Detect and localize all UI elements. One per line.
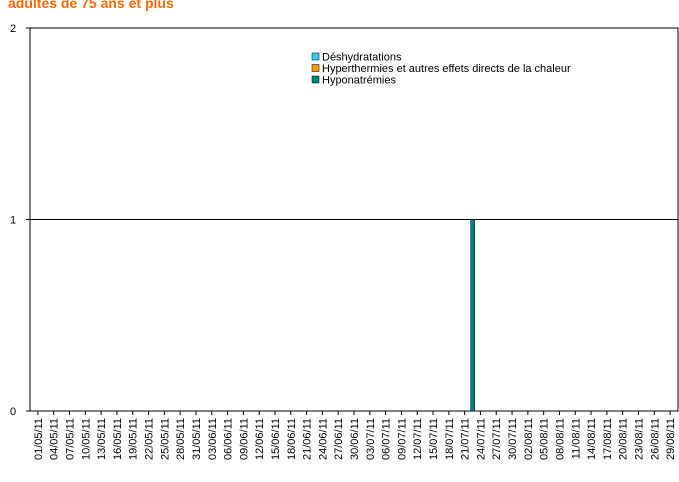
x-tick-label: 09/07/11	[396, 418, 408, 460]
x-tick-label: 19/05/11	[128, 418, 140, 460]
x-tick-label: 16/05/11	[112, 418, 124, 460]
x-tick-label: 18/07/11	[444, 418, 456, 460]
legend-box	[308, 47, 615, 96]
legend-label: Déshydratations	[322, 52, 402, 64]
x-tick-label: 03/06/11	[207, 418, 219, 460]
x-tick-label: 27/07/11	[491, 418, 503, 460]
x-tick-label: 27/06/11	[333, 418, 345, 460]
chart-title: adultes de 75 ans et plus	[8, 0, 174, 11]
x-tick-label: 17/08/11	[602, 418, 614, 460]
x-tick-label: 28/05/11	[175, 418, 187, 460]
x-tick-label: 23/08/11	[633, 418, 645, 460]
y-tick-label: 1	[10, 215, 16, 227]
x-tick-label: 06/07/11	[381, 418, 393, 460]
x-tick-label: 12/06/11	[254, 418, 266, 460]
x-tick-label: 26/08/11	[649, 418, 661, 460]
x-tick-label: 25/05/11	[159, 418, 171, 460]
x-tick-label: 20/08/11	[618, 418, 630, 460]
x-tick-label: 13/05/11	[96, 418, 108, 460]
x-tick-label: 03/07/11	[365, 418, 377, 460]
x-tick-label: 12/07/11	[412, 418, 424, 460]
x-tick-label: 07/05/11	[65, 418, 77, 460]
x-tick-label: 15/07/11	[428, 418, 440, 460]
x-tick-label: 30/06/11	[349, 418, 361, 460]
x-tick-label: 05/08/11	[539, 418, 551, 460]
x-tick-label: 31/05/11	[191, 418, 203, 460]
x-tick-label: 22/05/11	[144, 418, 156, 460]
x-tick-label: 09/06/11	[238, 418, 250, 460]
legend-swatch	[311, 64, 320, 72]
x-tick-label: 24/06/11	[317, 418, 329, 460]
x-tick-label: 14/08/11	[586, 418, 598, 460]
legend-label: Hyperthermies et autres effets directs d…	[322, 63, 571, 75]
legend-swatch	[311, 75, 320, 84]
x-tick-label: 11/08/11	[570, 418, 582, 459]
legend-swatch	[311, 52, 320, 61]
y-tick-label: 0	[10, 406, 16, 418]
x-tick-label: 24/07/11	[475, 418, 487, 460]
x-tick-label: 21/06/11	[302, 418, 314, 460]
x-tick-label: 04/05/11	[49, 418, 61, 460]
x-tick-label: 06/06/11	[223, 418, 235, 460]
x-tick-label: 01/05/11	[33, 418, 45, 460]
y-tick-label: 2	[10, 23, 16, 35]
x-tick-label: 30/07/11	[507, 418, 519, 460]
x-tick-label: 21/07/11	[460, 418, 472, 460]
x-tick-label: 10/05/11	[80, 418, 92, 460]
legend-label: Hyponatrémies	[322, 75, 396, 87]
x-tick-label: 02/08/11	[523, 418, 535, 460]
x-tick-label: 08/08/11	[554, 418, 566, 460]
x-tick-label: 15/06/11	[270, 418, 282, 460]
x-tick-label: 29/08/11	[665, 418, 677, 460]
bar	[470, 219, 475, 412]
x-tick-label: 18/06/11	[286, 418, 298, 460]
